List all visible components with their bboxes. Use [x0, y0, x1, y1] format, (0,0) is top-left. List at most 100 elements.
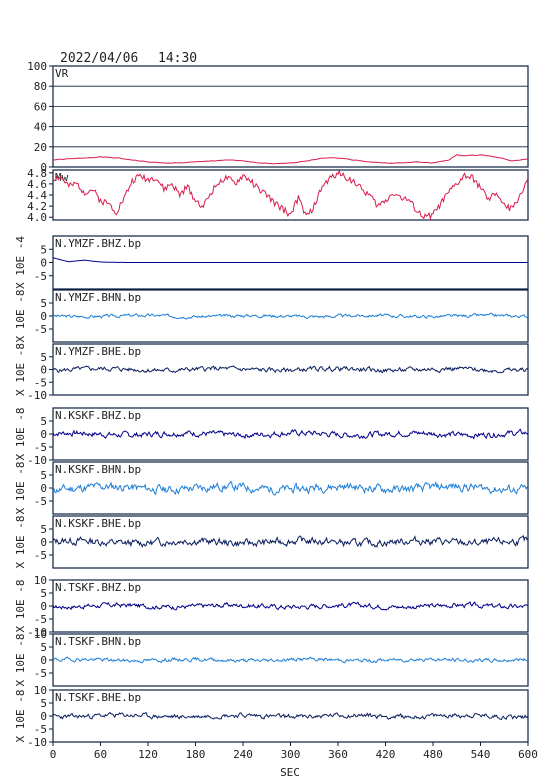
y-tick-label: 0 — [40, 257, 47, 270]
panel-n-ymzf-bhe-bp: 50-5-10 N.YMZF.BHE.bp X 10E -8 — [14, 343, 529, 402]
panel-n-kskf-bhz-bp: 50-5-10 N.KSKF.BHZ.bp X 10E -8 — [14, 407, 529, 467]
series-line — [52, 312, 529, 320]
y-tick-label: 0 — [40, 600, 47, 613]
y-tick-label: 0 — [40, 536, 47, 549]
y-tick-label: 4.8 — [27, 167, 47, 180]
y-tick-label: 0 — [40, 161, 47, 174]
panel-n-kskf-bhn-bp: 50-5 N.KSKF.BHN.bp X 10E -8 — [14, 461, 529, 515]
x-tick-label: 240 — [233, 748, 253, 761]
y-tick-label: 4.6 — [27, 178, 47, 191]
series-line — [52, 601, 529, 611]
x-axis-label: SEC — [280, 766, 300, 779]
y-tick-label: 5 — [40, 641, 47, 654]
y-tick-label: 0 — [40, 654, 47, 667]
x-tick-label: 0 — [50, 748, 57, 761]
y-axis-label: X 10E -8 — [14, 290, 27, 343]
y-tick-label: 5 — [40, 243, 47, 256]
x-tick-label: 180 — [186, 748, 206, 761]
panel-label: N.KSKF.BHN.bp — [55, 463, 141, 476]
x-tick-label: 420 — [376, 748, 396, 761]
panel-label: N.TSKF.BHZ.bp — [55, 581, 141, 594]
x-tick-label: 480 — [423, 748, 443, 761]
y-tick-label: 0 — [40, 310, 47, 323]
y-tick-label: -10 — [27, 736, 47, 749]
y-tick-label: 5 — [40, 297, 47, 310]
y-tick-label: -10 — [27, 626, 47, 639]
series-line — [52, 168, 529, 221]
y-tick-label: 5 — [40, 697, 47, 710]
panel-label: N.YMZF.BHE.bp — [55, 345, 141, 358]
y-axis-label: X 10E -4 — [14, 236, 27, 289]
y-tick-label: -5 — [34, 441, 47, 454]
y-tick-label: 0 — [40, 710, 47, 723]
panel-label: N.KSKF.BHE.bp — [55, 517, 141, 530]
y-axis-label: X 10E -8 — [14, 343, 27, 396]
x-axis: 0 60 120 180 240 300 360 420 480 540 600 — [50, 742, 538, 761]
header-time: 14:30 — [158, 51, 197, 66]
y-tick-label: 0 — [40, 364, 47, 377]
y-tick-label: 5 — [40, 415, 47, 428]
y-tick-label: -10 — [27, 389, 47, 402]
y-tick-label: 0 — [40, 482, 47, 495]
series-line — [52, 428, 529, 440]
y-tick-label: 10 — [34, 684, 47, 697]
y-tick-label: -5 — [34, 549, 47, 562]
y-tick-label: 0 — [40, 428, 47, 441]
header-date: 2022/04/06 — [60, 51, 138, 66]
series-line — [52, 656, 529, 664]
panel-mw: 4.84.64.44.24.0Mw — [27, 167, 529, 224]
y-tick-label: 10 — [34, 628, 47, 641]
panel-n-ymzf-bhz-bp: 50-5 N.YMZF.BHZ.bp X 10E -4 — [14, 235, 529, 290]
y-axis-label: X 10E -8 — [14, 690, 27, 743]
y-tick-label: 60 — [34, 100, 47, 113]
x-tick-label: 120 — [138, 748, 158, 761]
series-line — [53, 154, 529, 165]
y-tick-label: -5 — [34, 323, 47, 336]
series-line — [52, 711, 529, 721]
panel-n-kskf-bhe-bp: 50-5 N.KSKF.BHE.bp X 10E -8 — [14, 515, 529, 569]
panel-frame — [52, 65, 529, 168]
y-tick-label: 5 — [40, 351, 47, 364]
panels-group: 100806040200VR4.84.64.44.24.0Mw50-5N.YMZ… — [14, 60, 529, 749]
y-tick-label: 40 — [34, 121, 47, 134]
series-line — [52, 365, 529, 374]
x-tick-label: 360 — [328, 748, 348, 761]
series-line — [52, 534, 529, 548]
y-tick-label: -5 — [34, 270, 47, 283]
panel-label: N.KSKF.BHZ.bp — [55, 409, 141, 422]
y-tick-label: 4.0 — [27, 211, 47, 224]
panel-label: N.TSKF.BHE.bp — [55, 691, 141, 704]
y-axis-label: X 10E -8 — [14, 634, 27, 687]
y-axis-label: X 10E -8 — [14, 408, 27, 461]
series-line — [52, 257, 528, 263]
y-tick-label: 4.4 — [27, 189, 47, 202]
series-line — [52, 480, 529, 496]
panel-vr: 100 80 60 40 20 0 VR — [27, 60, 529, 174]
panel-label: N.TSKF.BHN.bp — [55, 635, 141, 648]
y-tick-label: 80 — [34, 80, 47, 93]
y-axis-label: X 10E -8 — [14, 516, 27, 569]
panel-n-ymzf-bhn-bp: 50-5 N.YMZF.BHN.bp X 10E -8 — [14, 289, 529, 343]
x-tick-label: 60 — [94, 748, 107, 761]
y-tick-label: -5 — [34, 723, 47, 736]
panel-label: N.YMZF.BHZ.bp — [55, 237, 141, 250]
y-tick-label: 5 — [40, 523, 47, 536]
y-tick-label: -5 — [34, 613, 47, 626]
panel-frame — [52, 169, 529, 221]
y-tick-label: -5 — [34, 495, 47, 508]
y-tick-label: 5 — [40, 587, 47, 600]
y-tick-label: 20 — [34, 141, 47, 154]
y-axis-label: X 10E -8 — [14, 462, 27, 515]
y-tick-label: 100 — [27, 60, 47, 73]
y-tick-label: 4.2 — [27, 200, 47, 213]
panel-label: N.YMZF.BHN.bp — [55, 291, 141, 304]
x-tick-label: 600 — [518, 748, 538, 761]
y-axis-label: X 10E -8 — [14, 580, 27, 633]
y-tick-label: -5 — [34, 376, 47, 389]
x-tick-label: 540 — [471, 748, 491, 761]
y-tick-label: 10 — [34, 574, 47, 587]
